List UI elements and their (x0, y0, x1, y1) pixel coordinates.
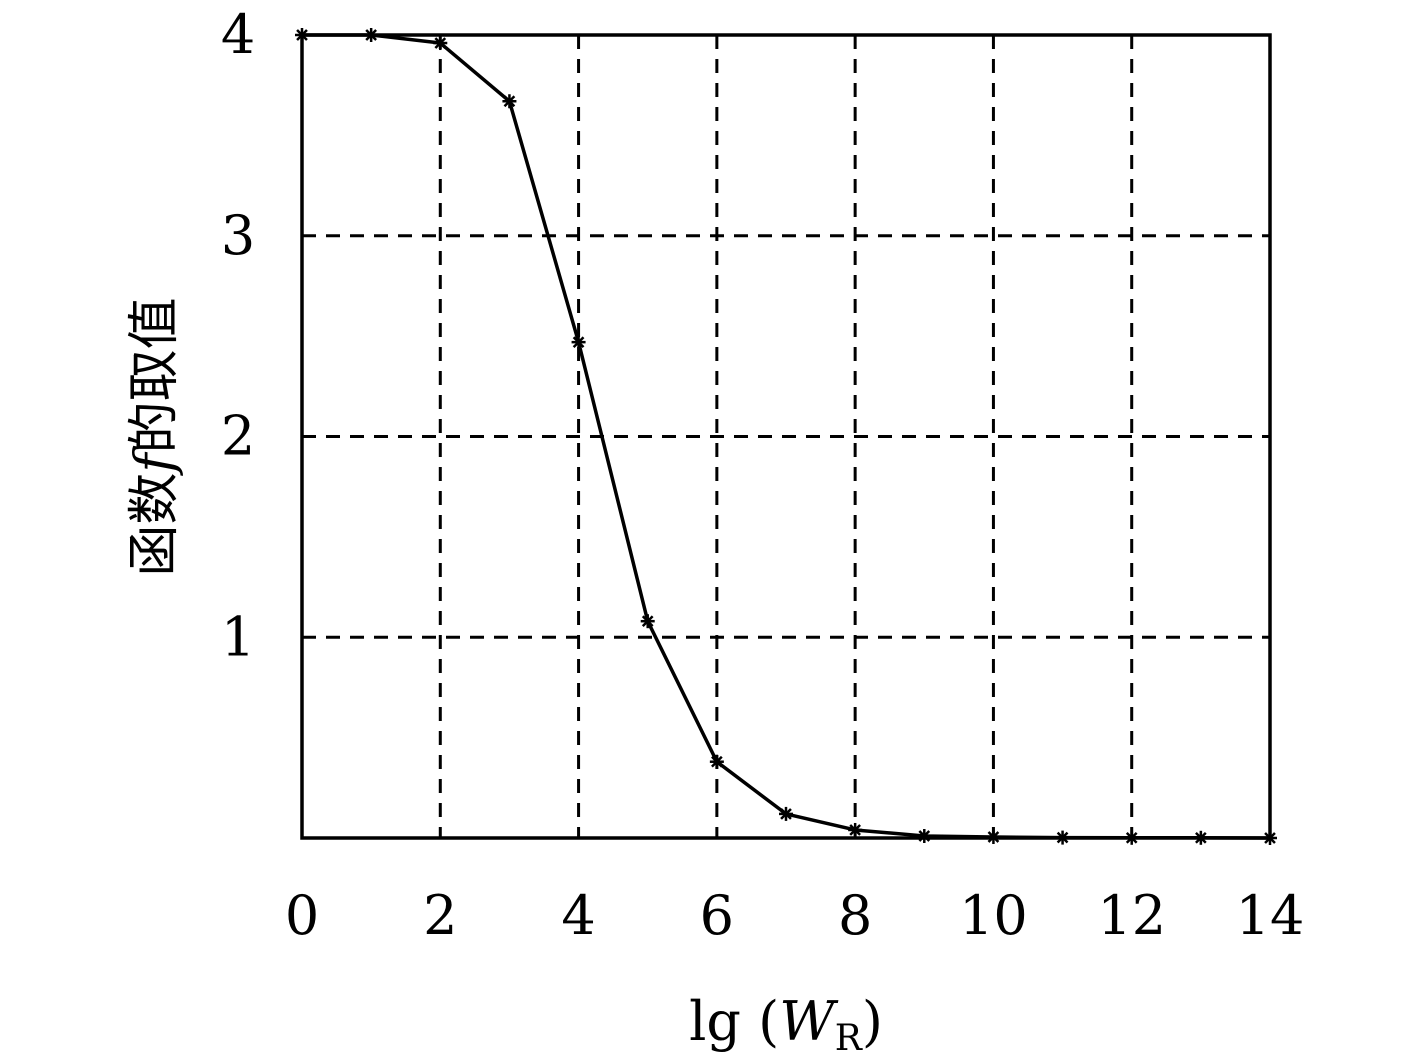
asterisk-stroke (1056, 831, 1069, 844)
grid-lines (302, 35, 1270, 838)
data-point-2 (433, 36, 448, 51)
plot-frame (300, 33, 1272, 840)
asterisk-stroke (365, 29, 377, 41)
x-tick-label-4: 4 (561, 884, 595, 947)
asterisk-stroke (434, 37, 447, 49)
asterisk-stroke (1195, 831, 1207, 844)
y-tick-label-4: 4 (221, 3, 255, 66)
data-point-14 (1263, 831, 1277, 845)
asterisk-stroke (296, 29, 308, 41)
x-tick-label-2: 2 (423, 884, 457, 947)
y-axis-label: 函数f的取值 (125, 297, 185, 576)
x-tick-label-6: 6 (700, 884, 734, 947)
data-point-6 (709, 754, 724, 769)
y-tick-label-1: 1 (221, 605, 255, 668)
data-point-9 (917, 828, 932, 843)
y-tick-label-3: 3 (221, 204, 255, 267)
asterisk-stroke (987, 831, 1000, 843)
data-point-4 (571, 335, 586, 350)
asterisk-stroke (849, 824, 861, 836)
asterisk-stroke (711, 755, 723, 768)
y-tick-label-2: 2 (221, 405, 255, 468)
data-point-3 (502, 94, 517, 109)
data-point-0 (295, 28, 309, 42)
x-tick-label-14: 14 (1236, 884, 1305, 947)
asterisk-stroke (780, 808, 792, 820)
x-tick-label-8: 8 (838, 884, 872, 947)
data-point-12 (1124, 830, 1139, 845)
asterisk-stroke (1125, 831, 1138, 844)
data-point-7 (779, 806, 793, 821)
series-markers (295, 28, 1277, 845)
x-axis-label: lg (WR) (689, 990, 883, 1059)
data-point-5 (640, 614, 655, 629)
x-tick-label-12: 12 (1097, 884, 1166, 947)
x-tick-label-0: 0 (285, 884, 319, 947)
data-point-10 (986, 829, 1001, 844)
asterisk-stroke (503, 95, 516, 108)
asterisk-stroke (572, 336, 585, 348)
data-point-13 (1193, 830, 1208, 845)
asterisk-stroke (641, 615, 654, 628)
data-point-1 (364, 28, 379, 42)
asterisk-stroke (1264, 832, 1276, 844)
data-point-11 (1055, 830, 1070, 845)
data-point-8 (848, 822, 863, 837)
asterisk-stroke (918, 830, 931, 842)
x-tick-label-10: 10 (959, 884, 1028, 947)
